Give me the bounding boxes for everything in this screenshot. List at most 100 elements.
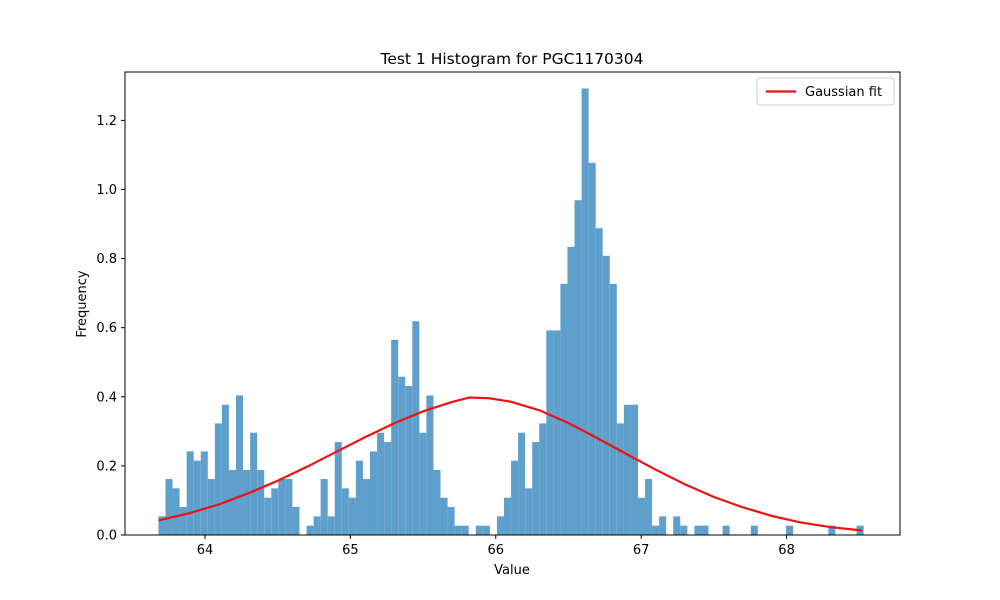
legend-box — [756, 77, 895, 106]
histogram-bar — [193, 460, 201, 535]
histogram-bar — [461, 525, 469, 535]
histogram-bar — [341, 488, 349, 535]
histogram-bar — [602, 255, 610, 535]
y-tick-label: 0.8 — [96, 252, 117, 267]
histogram-bar — [412, 321, 420, 535]
histogram-bar — [278, 479, 286, 535]
histogram-bar — [574, 200, 582, 535]
histogram-bar — [221, 404, 229, 535]
x-tick-label: 67 — [633, 543, 650, 558]
histogram-bar — [496, 516, 504, 535]
histogram-bar — [560, 283, 568, 535]
histogram-bar — [236, 395, 244, 535]
histogram-bar — [701, 525, 709, 535]
gaussian-fit-line — [158, 396, 863, 532]
y-tick-label: 0.2 — [96, 459, 117, 474]
histogram-bar — [645, 479, 653, 535]
histogram-bar — [179, 507, 187, 535]
histogram-bar — [595, 228, 603, 535]
x-tick-label: 64 — [197, 543, 214, 558]
y-tick-label: 0.6 — [96, 321, 117, 336]
histogram-bar — [475, 525, 483, 535]
x-axis-ticks: 64 65 66 67 68 — [197, 535, 795, 558]
histogram-bar — [200, 451, 208, 535]
histogram-bar — [447, 507, 455, 535]
histogram-bar — [186, 451, 194, 535]
histogram-bar — [398, 376, 406, 535]
histogram-bar — [433, 470, 441, 535]
histogram-bar — [243, 470, 251, 535]
histogram-bar — [391, 339, 399, 535]
histogram-bar — [362, 479, 370, 535]
x-tick-label: 65 — [342, 543, 359, 558]
y-axis-label: Frequency — [75, 270, 90, 337]
histogram-bar — [786, 525, 794, 535]
histogram-bar — [652, 525, 660, 535]
histogram-bar — [250, 432, 258, 535]
chart-title: Test 1 Histogram for PGC1170304 — [379, 50, 643, 68]
histogram-bar — [257, 470, 265, 535]
histogram-bar — [454, 525, 462, 535]
histogram-bar — [426, 395, 434, 535]
histogram-bar — [313, 516, 321, 535]
y-tick-label: 1.0 — [96, 183, 117, 198]
histogram-bar — [158, 516, 166, 535]
histogram-bar — [405, 386, 413, 535]
histogram-bar — [271, 488, 279, 535]
legend-entry-gaussian-fit: Gaussian fit — [805, 85, 882, 100]
histogram-bar — [680, 525, 688, 535]
histogram-bar — [694, 525, 702, 535]
histogram-bar — [750, 525, 758, 535]
histogram-bar — [264, 497, 272, 535]
histogram-bar — [511, 460, 519, 535]
legend: Gaussian fit — [756, 77, 895, 106]
histogram-bar — [539, 423, 547, 535]
histogram-bar — [172, 488, 180, 535]
histogram-bar — [553, 330, 561, 535]
histogram-bar — [355, 460, 363, 535]
histogram-bar — [327, 516, 335, 535]
histogram-bar — [482, 525, 490, 535]
histogram-bar — [306, 525, 314, 535]
histogram-bar — [623, 404, 631, 535]
histogram-bar — [532, 442, 540, 535]
histogram-bar — [518, 432, 526, 535]
histogram-bar — [722, 525, 730, 535]
histogram-bar — [567, 246, 575, 535]
histogram-bar — [214, 423, 222, 535]
y-tick-label: 1.2 — [96, 114, 117, 129]
x-tick-label: 66 — [488, 543, 505, 558]
histogram-bar — [546, 330, 554, 535]
histogram-bars — [158, 88, 864, 535]
histogram-bar — [609, 283, 617, 535]
histogram-bar — [828, 525, 836, 535]
histogram-bar — [419, 432, 427, 535]
histogram-bar — [616, 423, 624, 535]
histogram-bar — [348, 497, 356, 535]
histogram-bar — [588, 162, 596, 535]
histogram-bar — [370, 451, 378, 535]
histogram-bar — [320, 479, 328, 535]
histogram-bar — [525, 488, 533, 535]
x-axis-label: Value — [494, 563, 530, 578]
x-tick-label: 68 — [778, 543, 795, 558]
histogram-bar — [377, 432, 385, 535]
histogram-bar — [285, 479, 293, 535]
histogram-bar — [581, 88, 589, 535]
y-tick-label: 0.4 — [96, 390, 117, 405]
histogram-bar — [673, 516, 681, 535]
histogram-bar — [292, 507, 300, 535]
histogram-bar — [440, 497, 448, 535]
histogram-bar — [165, 479, 173, 535]
histogram-bar — [228, 470, 237, 535]
histogram-bar — [637, 497, 646, 535]
axes-frame — [124, 71, 901, 536]
histogram-bar — [503, 497, 512, 535]
histogram-bar — [334, 442, 342, 535]
histogram-bar — [384, 442, 392, 535]
histogram-bar — [659, 516, 667, 535]
histogram-bar — [630, 404, 638, 535]
y-tick-label: 0.0 — [96, 529, 117, 544]
y-axis-ticks: 0.0 0.2 0.4 0.6 0.8 1.0 1.2 — [96, 114, 125, 544]
